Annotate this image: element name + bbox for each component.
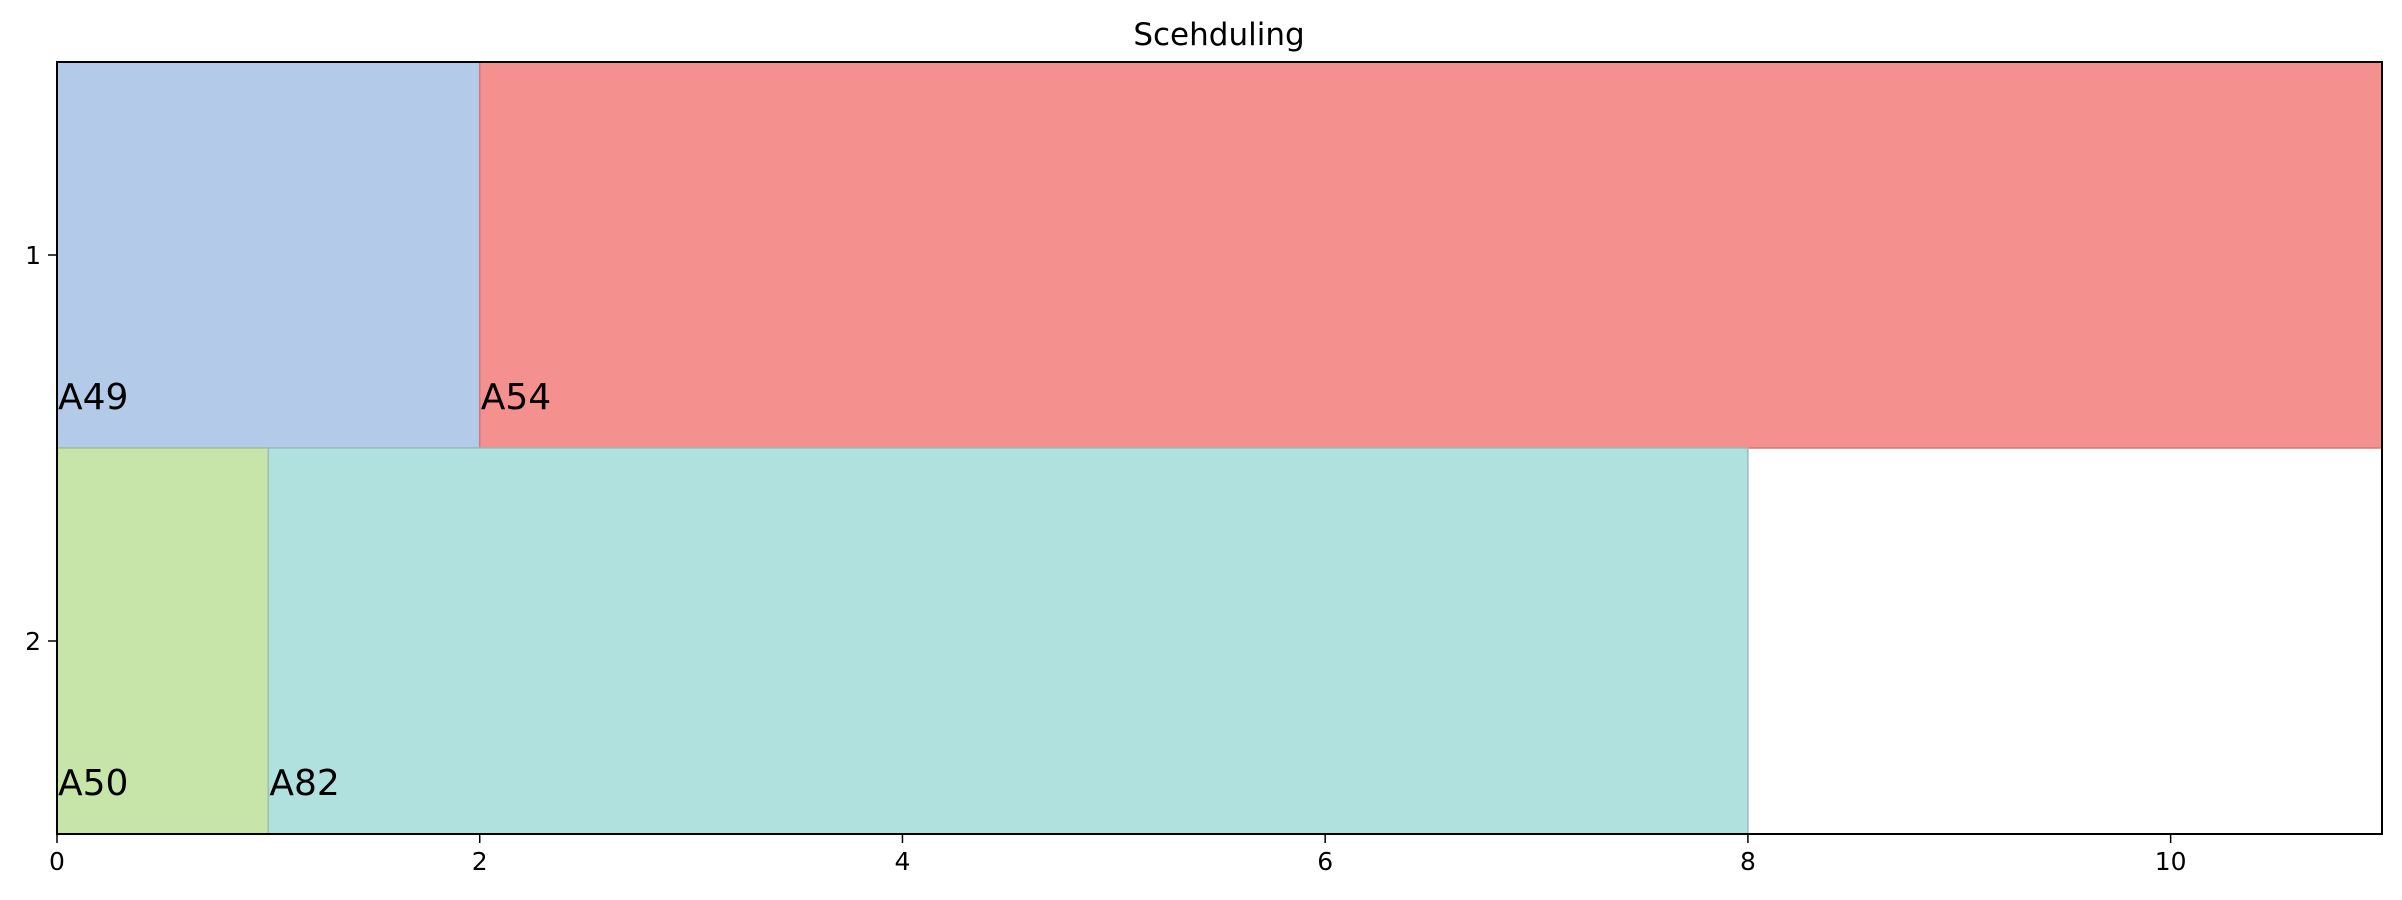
task-bar-a54 [478, 61, 2383, 449]
plot-area-frame [56, 61, 2383, 835]
task-label-a49: A49 [58, 377, 128, 418]
y-tick-label: 2 [25, 627, 41, 656]
x-tick-label: 2 [472, 847, 488, 876]
x-tick-label: 8 [1740, 847, 1756, 876]
x-tick-label: 4 [895, 847, 911, 876]
task-bar-a50 [56, 447, 270, 835]
x-axis: 0 2 4 6 8 10 [49, 834, 2187, 876]
task-label-a54: A54 [481, 377, 551, 418]
x-tick-label: 6 [1317, 847, 1333, 876]
task-bar-a49 [56, 61, 481, 449]
task-bar-a82 [267, 447, 1749, 835]
x-tick-label: 10 [2155, 847, 2187, 876]
bar-labels-layer: A49 A54 A50 A82 [58, 377, 551, 804]
x-tick-label: 0 [49, 847, 65, 876]
task-label-a50: A50 [58, 763, 128, 804]
chart-title: Scehduling [1133, 17, 1304, 53]
task-label-a82: A82 [269, 763, 339, 804]
y-axis: 12 [25, 241, 57, 656]
bars-layer [56, 61, 2383, 835]
y-tick-label: 1 [25, 241, 41, 270]
